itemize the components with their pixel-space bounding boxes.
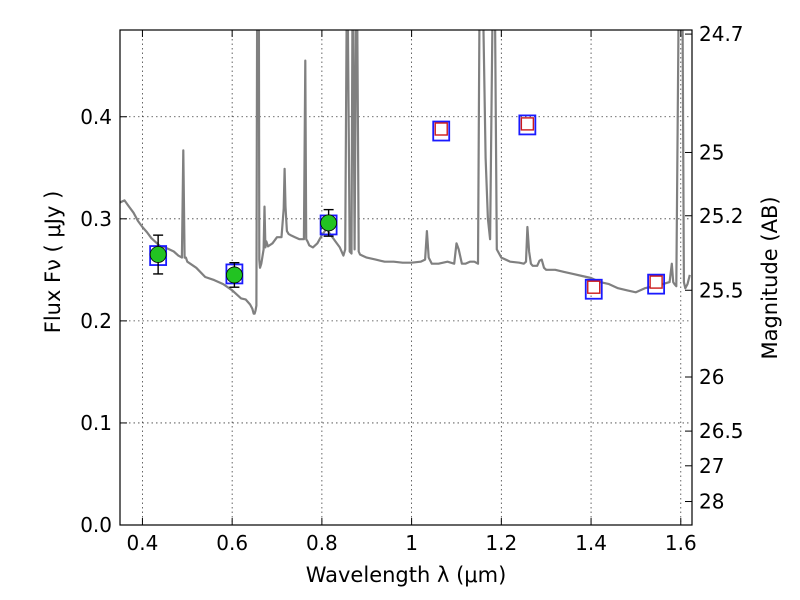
x-tick-label: 0.6 xyxy=(216,531,248,555)
y2-tick-label: 26 xyxy=(699,365,724,389)
y2-axis: 24.7 25 25.2 25.5 26 26.5 27 28 xyxy=(685,22,744,514)
y-axis-label: Flux Fν ( μJy ) xyxy=(41,191,65,334)
x-axis-label: Wavelength λ (μm) xyxy=(306,563,507,587)
plot-area xyxy=(120,30,691,315)
y2-tick-label: 27 xyxy=(699,454,724,478)
x-tick-label: 1.6 xyxy=(665,531,697,555)
upper-point xyxy=(587,280,601,294)
y-tick-label: 0.0 xyxy=(80,513,112,537)
y2-tick-label: 25.2 xyxy=(699,204,744,228)
plot-frame xyxy=(119,29,693,526)
observed-point xyxy=(225,266,243,284)
x-tick-label: 0.4 xyxy=(127,531,159,555)
y-tick-label: 0.1 xyxy=(80,411,112,435)
axes-box xyxy=(119,29,693,526)
observed-point xyxy=(320,214,338,232)
y2-tick-label: 26.5 xyxy=(699,419,744,443)
upper-point xyxy=(434,122,448,136)
observed-point xyxy=(149,246,167,263)
y-tick-label: 0.3 xyxy=(80,207,112,231)
upper-point xyxy=(520,117,535,131)
y-tick-label: 0.2 xyxy=(80,309,112,333)
upper-point xyxy=(649,275,663,289)
model-point xyxy=(584,278,603,300)
y2-tick-label: 24.7 xyxy=(699,22,744,46)
y2-tick-label: 25.5 xyxy=(699,278,744,302)
model-point xyxy=(432,120,451,142)
model-point xyxy=(518,114,537,136)
x-tick-label: 0.8 xyxy=(306,531,338,555)
x-tick-label: 1.4 xyxy=(575,531,607,555)
model-point xyxy=(647,273,666,295)
spectrum-line xyxy=(120,30,691,315)
x-axis: 0.4 0.6 0.8 1 1.2 1.4 1.6 xyxy=(127,30,697,555)
y2-tick-label: 28 xyxy=(699,490,724,514)
x-tick-label: 1 xyxy=(405,531,418,555)
y2-axis-label: Magnitude (AB) xyxy=(758,196,782,359)
y2-tick-label: 25 xyxy=(699,140,724,164)
x-tick-label: 1.2 xyxy=(485,531,517,555)
y-axis: 0.0 0.1 0.2 0.3 0.4 xyxy=(80,105,127,537)
y-tick-label: 0.4 xyxy=(80,105,112,129)
